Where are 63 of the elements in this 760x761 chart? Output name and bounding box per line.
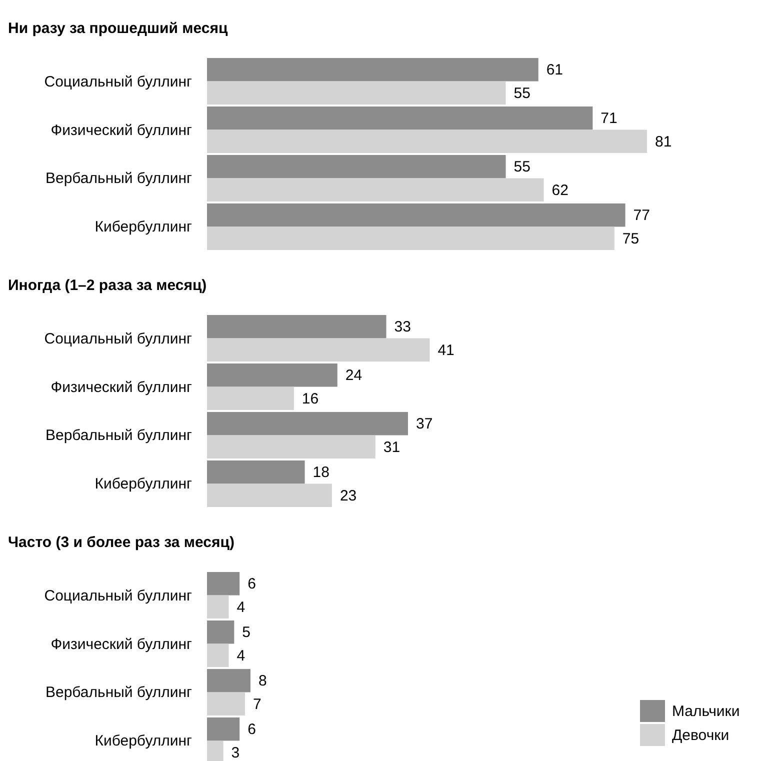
y-tick-label: Социальный буллинг <box>44 587 193 604</box>
data-label: 16 <box>302 390 319 408</box>
data-label: 4 <box>236 598 246 616</box>
data-label: 6 <box>248 576 256 593</box>
bar <box>207 668 250 692</box>
data-label: 55 <box>514 84 530 102</box>
y-tick-label: Вербальный буллинг <box>45 170 193 188</box>
bar <box>207 106 593 130</box>
bar <box>207 386 294 410</box>
data-label: 4 <box>236 647 246 664</box>
y-tick-label: Социальный буллинг <box>44 330 193 348</box>
bar <box>207 81 506 105</box>
data-label: 75 <box>622 230 640 248</box>
data-label: 18 <box>312 464 330 482</box>
chart-title: Иногда (1–2 раза за месяц) <box>8 277 207 294</box>
data-label: 7 <box>253 696 262 713</box>
data-label: 8 <box>258 672 267 690</box>
y-tick-label: Физический буллинг <box>50 122 193 139</box>
legend-label: Мальчики <box>672 703 740 720</box>
data-label: 33 <box>394 318 411 336</box>
data-label: 31 <box>383 438 400 456</box>
data-label: 62 <box>552 182 568 199</box>
bar <box>207 435 376 459</box>
bar <box>207 226 614 250</box>
data-label: 41 <box>438 342 454 359</box>
y-tick-label: Вербальный буллинг <box>45 427 193 444</box>
bar <box>207 58 538 82</box>
bar <box>207 203 626 227</box>
data-label: 77 <box>633 207 650 224</box>
data-label: 6 <box>248 721 256 738</box>
data-label: 55 <box>514 158 530 176</box>
data-label: 23 <box>340 487 357 504</box>
bar <box>207 484 332 507</box>
y-tick-label: Физический буллинг <box>50 378 193 396</box>
bar <box>207 363 338 387</box>
bar <box>207 595 229 619</box>
bar <box>207 620 234 644</box>
bar <box>207 178 544 202</box>
bar <box>207 338 430 362</box>
y-tick-label: Кибербуллинг <box>94 218 193 236</box>
bar <box>207 460 305 484</box>
bar <box>207 644 229 668</box>
data-label: 3 <box>231 744 240 761</box>
chart-title: Часто (3 и более раз за месяц) <box>8 534 234 551</box>
y-tick-label: Вербальный буллинг <box>45 684 193 702</box>
bar <box>207 315 386 338</box>
data-label: 24 <box>345 367 362 384</box>
y-tick-label: Кибербуллинг <box>94 476 193 493</box>
data-label: 81 <box>655 133 672 150</box>
bar <box>207 412 408 436</box>
data-label: 5 <box>242 624 251 642</box>
data-label: 61 <box>546 62 564 79</box>
bar <box>207 154 506 178</box>
bar <box>207 572 240 596</box>
bar <box>207 130 647 154</box>
y-tick-label: Социальный буллинг <box>44 73 193 90</box>
legend-label: Девочки <box>672 727 730 744</box>
data-label: 71 <box>600 110 618 128</box>
y-tick-label: Физический буллинг <box>50 636 193 653</box>
chart-title: Ни разу за прошедший месяц <box>8 20 228 37</box>
y-tick-label: Кибербуллинг <box>94 732 193 750</box>
bar <box>207 692 246 716</box>
data-label: 37 <box>416 416 433 433</box>
